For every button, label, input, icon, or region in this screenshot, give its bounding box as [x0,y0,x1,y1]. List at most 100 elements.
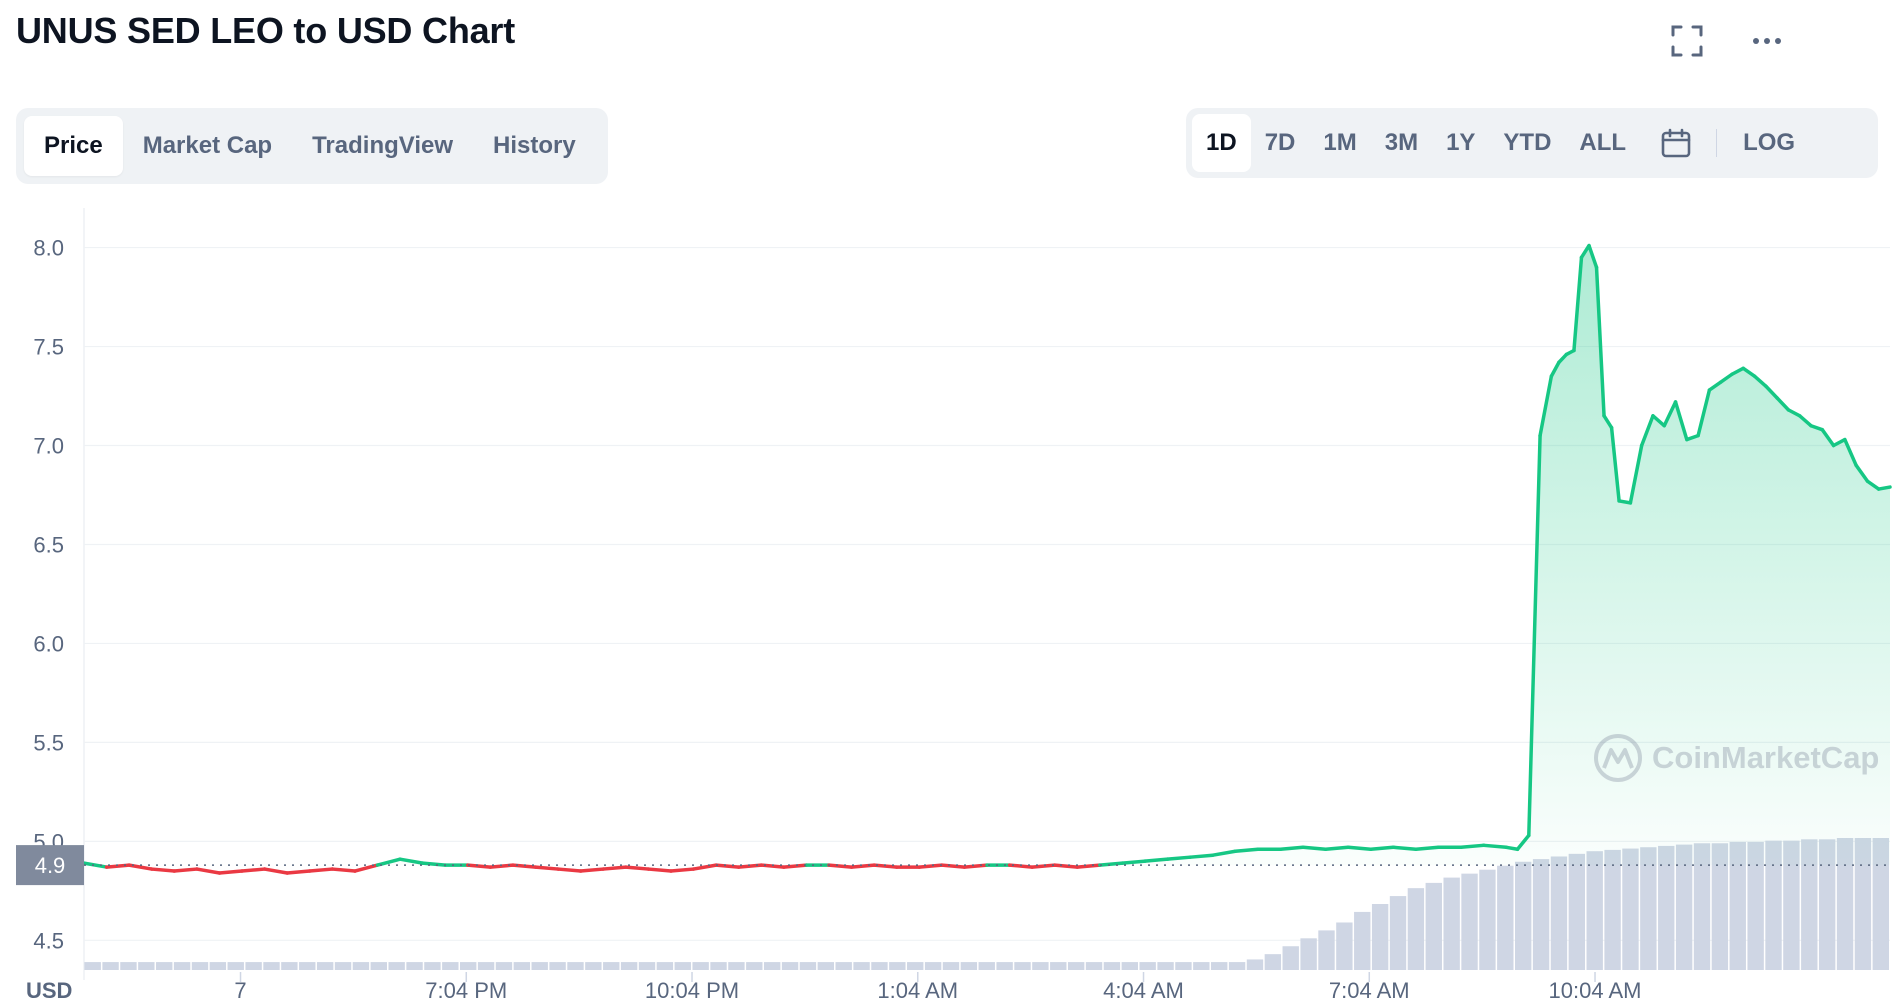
x-tick-label: 10:04 AM [1549,978,1642,1003]
volume-bar [638,962,656,970]
volume-bar [1479,869,1496,970]
volume-bar [1711,843,1729,970]
range-1m[interactable]: 1M [1323,129,1357,156]
current-price-label: 4.9 [35,853,66,878]
price-line-segment [262,867,289,875]
volume-bar [263,962,280,970]
price-line-segment [1052,863,1080,869]
volume-bar [763,962,781,970]
volume-bar [1747,841,1764,970]
price-line-segment [1831,437,1847,448]
fullscreen-icon[interactable] [1670,24,1704,58]
price-line-segment [1741,366,1757,378]
volume-bar [1675,844,1693,970]
more-options-icon[interactable] [1750,24,1784,58]
volume-bar [1568,853,1586,970]
range-1d[interactable]: 1D [1192,114,1251,172]
price-line-segment [940,863,967,869]
price-line-segment [1481,843,1508,850]
price-line-segment [308,867,335,873]
price-line-segment [1587,243,1599,270]
price-line-segment [624,865,651,871]
volume-bar [1228,962,1246,970]
y-tick-label: 7.0 [33,434,64,459]
volume-bar [388,962,405,970]
volume-bar [406,962,423,970]
volume-bar [334,962,352,970]
price-line-segment [1673,400,1689,442]
volume-bar [495,962,513,970]
price-line-segment [285,869,312,875]
price-line-segment [1278,845,1305,852]
price-line-segment [1165,855,1192,861]
page-title: UNUS SED LEO to USD Chart [16,10,516,51]
range-7d[interactable]: 7D [1264,129,1296,156]
price-line-segment [1075,863,1102,869]
price-line-segment [533,865,560,871]
volume-bar [227,962,244,970]
price-line-segment [646,867,673,873]
price-line-segment [1730,366,1746,377]
price-line-segment [330,867,357,873]
price-line-segment [172,867,199,873]
price-line-segment [466,863,493,869]
tab-market-cap[interactable]: Market Cap [142,132,273,159]
volume-bar [316,962,334,970]
x-tick-label: 4:04 AM [1103,978,1184,1003]
price-line-segment [1504,845,1520,852]
volume-bar [781,962,799,970]
volume-bar [1443,877,1460,970]
volume-bar [996,962,1013,970]
tab-price[interactable]: Price [24,116,123,176]
price-line-segment [217,869,244,875]
price-line-segment [1030,863,1057,869]
volume-bar [460,962,477,970]
price-line-segment [1775,396,1791,412]
watermark-mark [1602,748,1634,769]
price-line-segment [1120,859,1147,865]
volume-bar [352,962,370,970]
volume-bar [1175,962,1192,970]
range-all[interactable]: ALL [1579,129,1627,156]
tab-tradingview[interactable]: TradingView [312,132,454,159]
volume-bar [1282,946,1299,970]
volume-bar [299,962,316,970]
calendar-icon[interactable] [1656,123,1696,163]
range-1y[interactable]: 1Y [1446,129,1476,156]
volume-bar [424,962,441,970]
volume-bar [924,962,942,970]
price-line-segment [1854,463,1870,483]
log-scale-toggle[interactable]: LOG [1743,129,1796,156]
price-line-segment [1301,845,1328,852]
volume-bar [907,962,924,970]
price-line-segment [1594,265,1606,418]
tab-history[interactable]: History [493,132,576,159]
volume-bar [1818,839,1836,970]
volume-bar [549,962,566,970]
volume-bar [692,962,709,970]
volume-bar [835,962,852,970]
volume-bar [1461,873,1478,970]
range-ytd[interactable]: YTD [1503,129,1552,156]
volume-bar [1640,847,1657,970]
volume-bar [1032,962,1049,970]
volume-bar [1801,839,1818,970]
price-line-segment [1211,849,1238,857]
range-3m[interactable]: 3M [1384,129,1419,156]
price-line-segment [782,863,809,869]
price-chart: 8.07.57.06.56.05.55.04.54.97 7:04 PM 10:04… [16,208,1892,1003]
volume-bar [370,962,387,970]
volume-bar [120,962,137,970]
y-tick-label: 8.0 [33,236,64,261]
volume-bar [84,962,101,970]
x-tick-label: 7:04 AM [1329,978,1410,1003]
price-line-segment [375,857,402,867]
price-line-segment [1752,374,1768,388]
volume-bar [1389,896,1407,970]
price-line-segment [398,857,425,865]
volume-bar [1211,962,1228,970]
price-line-segment [1369,845,1396,852]
price-line-segment [1609,425,1621,503]
volume-bar [728,962,745,970]
price-line-segment [1809,423,1825,432]
